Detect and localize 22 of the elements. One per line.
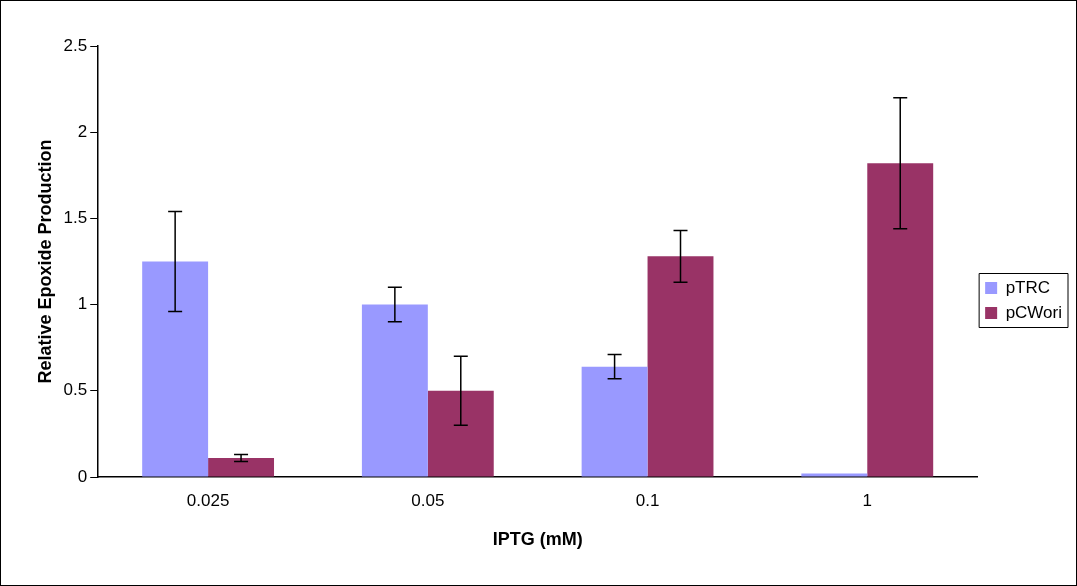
y-tick-label: 0 (77, 466, 88, 486)
y-tick-label: 1.5 (63, 208, 88, 228)
y-tick-label: 0.5 (63, 380, 88, 400)
bar (867, 163, 934, 477)
y-tick-label: 2.5 (63, 35, 88, 55)
bar (427, 390, 494, 477)
legend-label: pCWori (1005, 302, 1063, 322)
bar (801, 473, 868, 477)
bar (142, 261, 209, 477)
x-tick-label: 0.025 (186, 490, 230, 510)
bar (361, 304, 428, 477)
y-tick-label: 2 (77, 121, 88, 141)
y-tick-label: 1 (77, 294, 88, 314)
bar (647, 256, 714, 477)
x-tick-label: 0.05 (411, 490, 445, 510)
legend-label: pTRC (1005, 277, 1051, 297)
y-axis-title: Relative Epoxide Production (34, 139, 55, 384)
bar (581, 366, 648, 477)
x-axis-title: IPTG (mM) (492, 529, 583, 550)
x-tick-label: 0.1 (635, 490, 660, 510)
x-tick-label: 1 (862, 490, 873, 510)
bar (208, 458, 275, 477)
